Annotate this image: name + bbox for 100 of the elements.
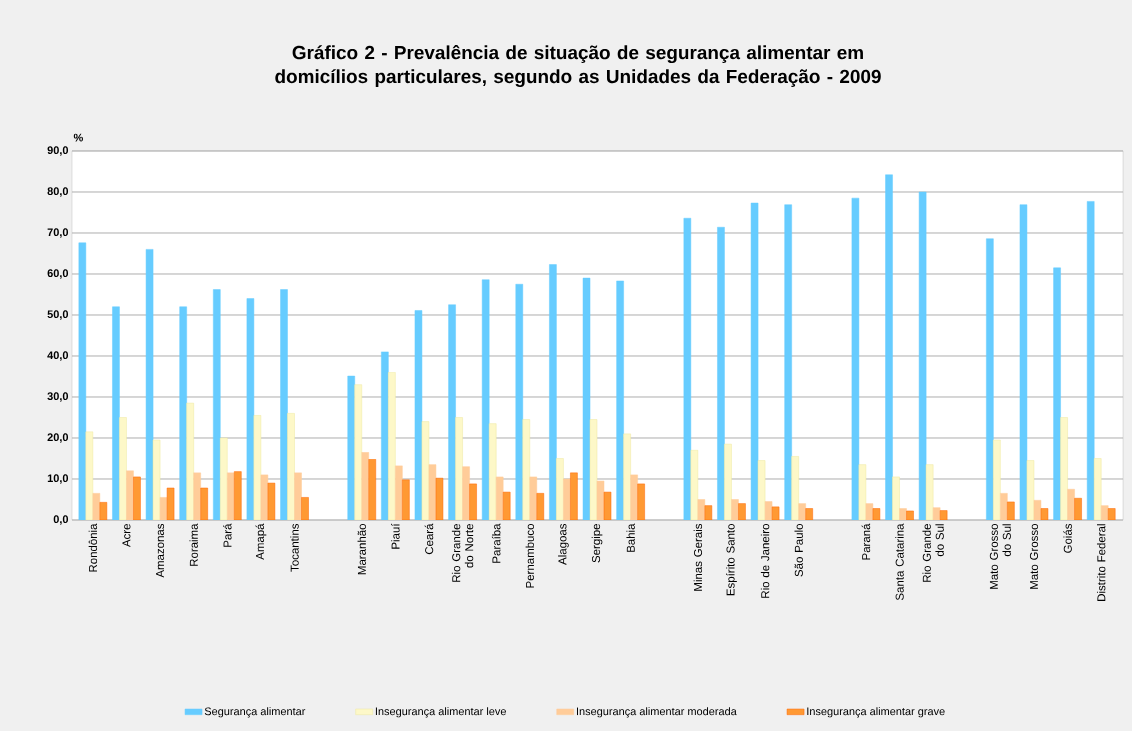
x-tick-label: Mato Grosso do Sul bbox=[989, 523, 1011, 589]
x-tick-label: Piauí bbox=[391, 523, 400, 549]
bar bbox=[112, 306, 120, 520]
legend-label: Segurança alimentar bbox=[204, 707, 306, 718]
bar bbox=[771, 506, 780, 520]
bar bbox=[529, 476, 538, 520]
bar bbox=[213, 289, 221, 520]
bar bbox=[448, 304, 456, 520]
bar bbox=[428, 464, 437, 520]
bar bbox=[1000, 493, 1008, 520]
bar bbox=[865, 503, 874, 520]
bar bbox=[145, 249, 154, 520]
y-tick-label: 30,0 bbox=[47, 392, 69, 402]
y-tick-label: 0,0 bbox=[53, 515, 69, 525]
bar bbox=[388, 372, 396, 520]
y-tick-label: 60,0 bbox=[47, 269, 69, 279]
bar bbox=[872, 508, 881, 520]
x-tick-label: Ceará bbox=[424, 523, 434, 555]
legend-label: Insegurança alimentar moderada bbox=[577, 707, 737, 718]
bar bbox=[589, 419, 598, 520]
bar bbox=[704, 505, 713, 520]
bar bbox=[381, 351, 389, 520]
x-tick-label: Rondônia bbox=[88, 523, 98, 572]
bar bbox=[133, 476, 141, 520]
bar bbox=[582, 277, 591, 520]
bar bbox=[899, 508, 907, 520]
bar bbox=[596, 480, 605, 520]
y-tick-label: 10,0 bbox=[47, 474, 69, 484]
bar bbox=[260, 474, 269, 520]
x-tick-label: Sergipe bbox=[591, 524, 603, 563]
x-tick-label: Rio Grande do Norte bbox=[451, 524, 474, 582]
bar bbox=[455, 417, 463, 520]
chart-title: Gráfico 2 - Prevalência de situação de segurança alimentar em domicílios particulares, segundo as Unidades da Federação - 2009 bbox=[275, 44, 881, 88]
bar bbox=[683, 217, 692, 520]
legend-label: Insegurança alimentar leve bbox=[375, 707, 506, 718]
bar bbox=[395, 465, 403, 520]
bar bbox=[1053, 267, 1061, 520]
bar bbox=[851, 197, 860, 520]
bar bbox=[637, 483, 645, 520]
x-tick-label: Pará bbox=[223, 523, 232, 547]
bar bbox=[616, 280, 624, 520]
bar bbox=[78, 242, 87, 520]
bar bbox=[1107, 508, 1116, 520]
x-tick-label: Rio de Janeiro bbox=[760, 524, 770, 598]
bar bbox=[1093, 458, 1102, 520]
bar bbox=[166, 487, 175, 520]
bar bbox=[502, 491, 511, 520]
bar bbox=[750, 202, 759, 520]
x-tick-label: Goiás bbox=[1063, 523, 1072, 553]
bar bbox=[1100, 505, 1109, 520]
bar bbox=[717, 227, 725, 520]
bar bbox=[1007, 501, 1015, 520]
bar bbox=[361, 452, 369, 520]
bar bbox=[368, 459, 376, 520]
bar bbox=[1067, 488, 1075, 520]
bar bbox=[220, 437, 228, 520]
bar bbox=[354, 384, 362, 520]
bar bbox=[421, 421, 430, 520]
bar bbox=[515, 283, 524, 520]
bar bbox=[738, 503, 746, 520]
y-tick-label: 90,0 bbox=[47, 146, 69, 156]
x-tick-label: Pernambuco bbox=[525, 524, 534, 588]
bar bbox=[1074, 498, 1082, 520]
bar bbox=[556, 458, 564, 520]
bar bbox=[85, 431, 94, 520]
x-tick-label: Alagoas bbox=[558, 523, 569, 565]
bar bbox=[253, 415, 262, 520]
y-tick-label: 70,0 bbox=[47, 228, 69, 238]
bar bbox=[623, 433, 631, 520]
bar bbox=[227, 472, 235, 520]
x-tick-label: Maranhão bbox=[357, 524, 366, 575]
x-tick-label: Bahia bbox=[626, 523, 635, 552]
bar bbox=[495, 476, 504, 520]
x-tick-label: São Paulo bbox=[794, 524, 803, 577]
y-tick-label: 50,0 bbox=[47, 310, 69, 320]
bar bbox=[791, 456, 799, 520]
bar bbox=[993, 439, 1001, 520]
bar bbox=[488, 423, 497, 520]
bar bbox=[1040, 508, 1049, 520]
bar bbox=[469, 483, 477, 520]
bar bbox=[126, 470, 134, 520]
bar bbox=[1019, 204, 1028, 520]
bar bbox=[119, 417, 127, 520]
bar bbox=[1060, 417, 1068, 520]
x-tick-label: Distrito Federal bbox=[1096, 524, 1106, 601]
bar bbox=[784, 204, 792, 520]
bar bbox=[152, 439, 161, 520]
x-tick-label: Amapá bbox=[255, 523, 267, 560]
bar bbox=[764, 501, 773, 520]
bar bbox=[549, 264, 557, 520]
legend-label: Insegurança alimentar grave bbox=[807, 707, 945, 718]
x-tick-label: Paraíba bbox=[491, 523, 501, 563]
bar bbox=[402, 479, 410, 520]
bar bbox=[536, 493, 545, 520]
bar bbox=[918, 191, 927, 520]
bar bbox=[462, 466, 470, 520]
bar bbox=[690, 450, 699, 520]
bar bbox=[563, 478, 571, 520]
bar bbox=[925, 464, 934, 520]
bar bbox=[885, 174, 893, 520]
